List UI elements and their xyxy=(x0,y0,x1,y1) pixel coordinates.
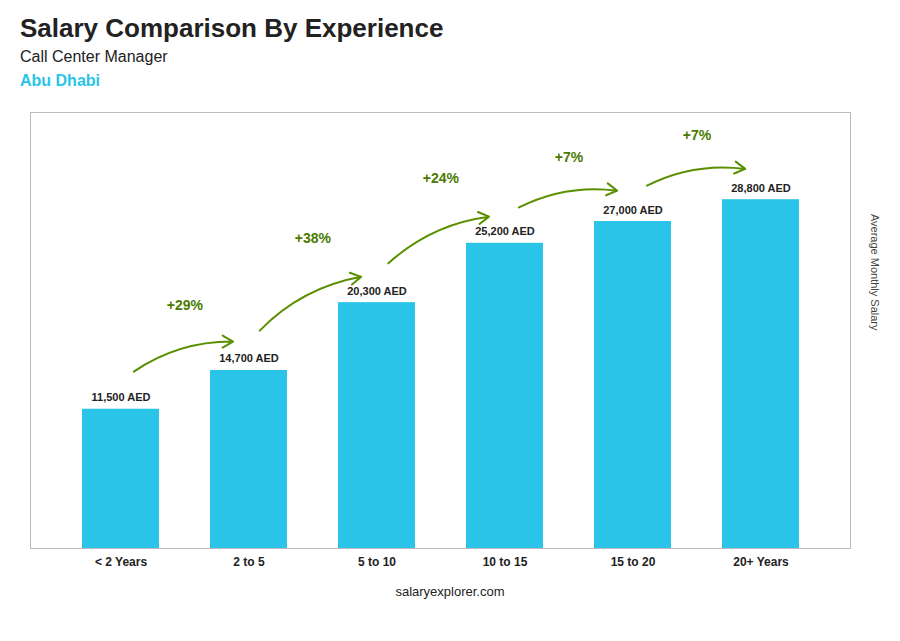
svg-text:+24%: +24% xyxy=(423,170,460,186)
svg-text:11,500 AED: 11,500 AED xyxy=(92,391,151,403)
svg-text:27,000 AED: 27,000 AED xyxy=(603,204,663,216)
svg-text:10 to 15: 10 to 15 xyxy=(483,555,528,569)
svg-text:+29%: +29% xyxy=(167,297,204,313)
svg-text:+38%: +38% xyxy=(295,230,332,246)
html-text:Call Center Manager: Call Center Manager xyxy=(20,48,168,65)
svg-text:20+ Years: 20+ Years xyxy=(733,555,789,569)
svg-text:< 2 Years: < 2 Years xyxy=(95,555,147,569)
svg-text:20,300 AED: 20,300 AED xyxy=(347,285,407,297)
svg-text:Average Monthly Salary: Average Monthly Salary xyxy=(869,214,881,331)
svg-text:+7%: +7% xyxy=(555,149,584,165)
svg-text:28,800 AED: 28,800 AED xyxy=(731,182,791,194)
html-text:salaryexplorer.com: salaryexplorer.com xyxy=(395,584,505,599)
svg-text:+7%: +7% xyxy=(683,127,712,143)
svg-text:25,200 AED: 25,200 AED xyxy=(475,225,535,237)
svg-text:2 to 5: 2 to 5 xyxy=(233,555,265,569)
html-text:Abu Dhabi: Abu Dhabi xyxy=(20,72,100,89)
svg-text:14,700 AED: 14,700 AED xyxy=(219,352,279,364)
html-text:Salary Comparison By Experienc: Salary Comparison By Experience xyxy=(20,13,444,43)
svg-text:5 to 10: 5 to 10 xyxy=(358,555,396,569)
svg-text:15 to 20: 15 to 20 xyxy=(611,555,656,569)
